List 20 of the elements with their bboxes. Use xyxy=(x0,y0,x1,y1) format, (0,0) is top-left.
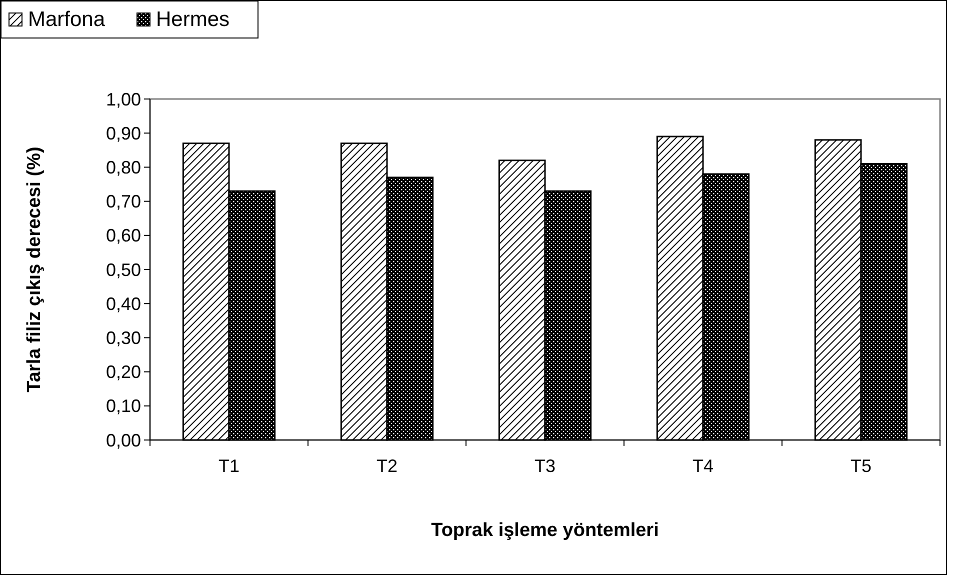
y-axis-title: Tarla filiz çıkış derecesi (%) xyxy=(24,146,45,392)
y-tick-label: 0,60 xyxy=(106,226,141,246)
y-tick-label: 0,80 xyxy=(106,158,141,178)
y-tick-label: 0,50 xyxy=(106,260,141,280)
y-tick-label: 1,00 xyxy=(106,89,141,110)
y-tick-label: 0,70 xyxy=(106,192,141,212)
y-tick-label: 0,90 xyxy=(106,123,141,144)
y-tick-label: 0,30 xyxy=(106,328,141,348)
y-tick-label: 0,40 xyxy=(106,294,141,314)
x-tick-label: T5 xyxy=(850,456,872,476)
y-tick-label: 0,20 xyxy=(106,362,141,382)
legend-label: Hermes xyxy=(156,8,230,31)
y-tick-label: 0,10 xyxy=(106,396,141,416)
x-tick-label: T3 xyxy=(534,456,556,476)
x-tick-label: T4 xyxy=(692,456,714,476)
y-tick-label: 0,00 xyxy=(106,430,141,450)
x-tick-label: T1 xyxy=(218,456,240,476)
x-tick-label: T2 xyxy=(376,456,398,476)
legend-label: Marfona xyxy=(28,8,106,31)
x-axis-title: Toprak işleme yöntemleri xyxy=(431,520,659,541)
